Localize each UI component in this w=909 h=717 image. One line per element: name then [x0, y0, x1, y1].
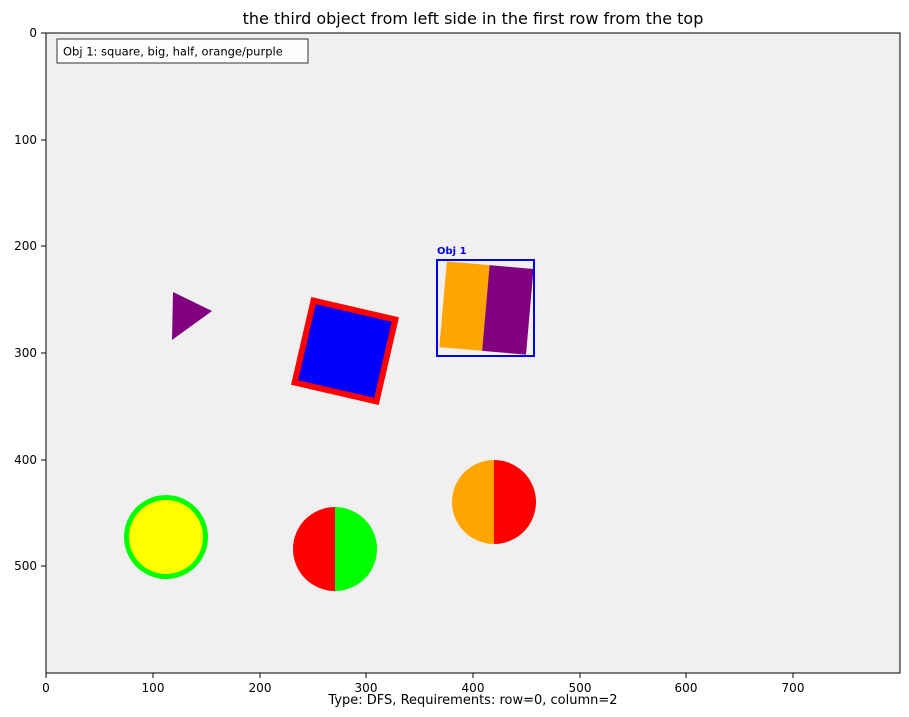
- y-tick-label: 100: [14, 133, 37, 147]
- target-box-label: Obj 1: [437, 246, 467, 257]
- circle-right-half-green: [335, 507, 377, 591]
- blue-square-fill: [298, 304, 392, 398]
- circle-left-half-orange: [452, 460, 494, 544]
- x-tick-label: 400: [462, 681, 485, 695]
- y-tick-label: 500: [14, 559, 37, 573]
- orange-red-circle: [452, 460, 536, 544]
- y-tick-label: 300: [14, 346, 37, 360]
- x-tick-label: 0: [42, 681, 50, 695]
- purple-triangle: [172, 292, 212, 340]
- x-tick-label: 500: [569, 681, 592, 695]
- x-tick-label: 100: [142, 681, 165, 695]
- y-tick-label: 400: [14, 453, 37, 467]
- objects-layer: [124, 261, 536, 591]
- figure-title: the third object from left side in the f…: [243, 9, 704, 28]
- target-bounding-box: [436, 259, 535, 357]
- circle-right-half-red: [494, 460, 536, 544]
- circle-left-half-red: [293, 507, 335, 591]
- square-left-half-orange: [439, 261, 491, 351]
- x-axis: 0 100 200 300 400 500 600 700: [42, 673, 804, 695]
- yellow-circle-fill: [129, 500, 203, 574]
- y-axis: 0 100 200 300 400 500: [14, 26, 46, 573]
- y-tick-label: 0: [29, 26, 37, 40]
- legend-text: Obj 1: square, big, half, orange/purple: [63, 45, 283, 59]
- legend-box: [56, 38, 309, 64]
- yellow-circle-green-border: [124, 495, 208, 579]
- y-tick-label: 200: [14, 239, 37, 253]
- red-green-circle: [293, 507, 377, 591]
- figure-caption: Type: DFS, Requirements: row=0, column=2: [327, 693, 617, 708]
- x-tick-label: 600: [675, 681, 698, 695]
- square-right-half-purple: [482, 265, 534, 355]
- x-tick-label: 300: [355, 681, 378, 695]
- x-tick-label: 200: [249, 681, 272, 695]
- orange-purple-square: [439, 261, 534, 355]
- blue-square-red-border: [291, 297, 399, 405]
- x-tick-label: 700: [782, 681, 805, 695]
